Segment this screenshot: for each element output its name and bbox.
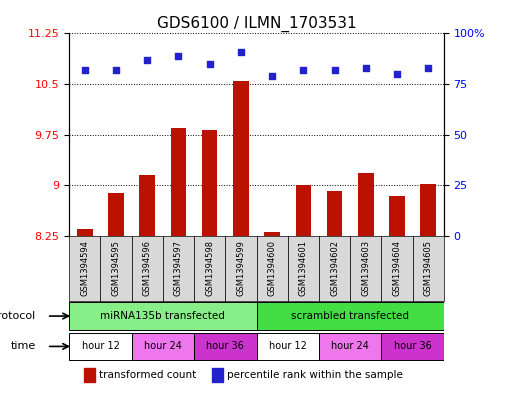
Bar [358, 173, 373, 236]
Bar [420, 184, 436, 236]
Bar [69, 236, 101, 301]
Text: hour 24: hour 24 [144, 342, 182, 351]
Point [299, 67, 307, 73]
Bar [256, 302, 444, 330]
Point [81, 67, 89, 73]
Bar [69, 333, 132, 360]
Bar [412, 236, 444, 301]
Point [424, 65, 432, 71]
Point [362, 65, 370, 71]
Text: GSM1394598: GSM1394598 [205, 241, 214, 296]
Bar [211, 369, 223, 382]
Bar [194, 333, 256, 360]
Point [393, 71, 401, 77]
Text: hour 24: hour 24 [331, 342, 369, 351]
Bar [163, 236, 194, 301]
Bar [132, 333, 194, 360]
Text: percentile rank within the sample: percentile rank within the sample [227, 370, 402, 380]
Text: hour 36: hour 36 [206, 342, 244, 351]
Bar [233, 81, 249, 236]
Bar [264, 232, 280, 236]
Text: miRNA135b transfected: miRNA135b transfected [101, 311, 225, 321]
Point [112, 67, 120, 73]
Bar [381, 236, 412, 301]
Bar [140, 175, 155, 236]
Text: hour 12: hour 12 [269, 342, 307, 351]
Bar [256, 333, 319, 360]
Text: GSM1394596: GSM1394596 [143, 241, 152, 296]
Text: GSM1394597: GSM1394597 [174, 241, 183, 296]
Text: GSM1394603: GSM1394603 [361, 240, 370, 296]
Point [268, 73, 276, 79]
Point [237, 48, 245, 55]
Point [206, 61, 214, 67]
Text: hour 12: hour 12 [82, 342, 120, 351]
Bar [84, 369, 95, 382]
Bar [295, 185, 311, 236]
Bar [194, 236, 225, 301]
Bar [319, 333, 381, 360]
Bar [288, 236, 319, 301]
Title: GDS6100 / ILMN_1703531: GDS6100 / ILMN_1703531 [156, 16, 357, 32]
Bar [132, 236, 163, 301]
Bar [202, 130, 218, 236]
Text: GSM1394602: GSM1394602 [330, 241, 339, 296]
Text: protocol: protocol [0, 311, 35, 321]
Text: GSM1394594: GSM1394594 [81, 241, 89, 296]
Text: GSM1394595: GSM1394595 [111, 241, 121, 296]
Text: time: time [10, 342, 35, 351]
Text: transformed count: transformed count [99, 370, 196, 380]
Point [330, 67, 339, 73]
Bar [108, 193, 124, 236]
Bar [256, 236, 288, 301]
Point [143, 57, 151, 63]
Bar [77, 229, 93, 236]
Bar [319, 236, 350, 301]
Text: hour 36: hour 36 [393, 342, 431, 351]
Bar [350, 236, 381, 301]
Text: GSM1394601: GSM1394601 [299, 241, 308, 296]
Bar [171, 128, 186, 236]
Text: scrambled transfected: scrambled transfected [291, 311, 409, 321]
Text: GSM1394599: GSM1394599 [236, 241, 245, 296]
Bar [69, 302, 256, 330]
Bar [225, 236, 256, 301]
Text: GSM1394604: GSM1394604 [392, 241, 402, 296]
Text: GSM1394600: GSM1394600 [268, 241, 277, 296]
Text: GSM1394605: GSM1394605 [424, 241, 432, 296]
Bar [381, 333, 444, 360]
Bar [327, 191, 342, 236]
Bar [389, 196, 405, 236]
Bar [101, 236, 132, 301]
Point [174, 53, 183, 59]
